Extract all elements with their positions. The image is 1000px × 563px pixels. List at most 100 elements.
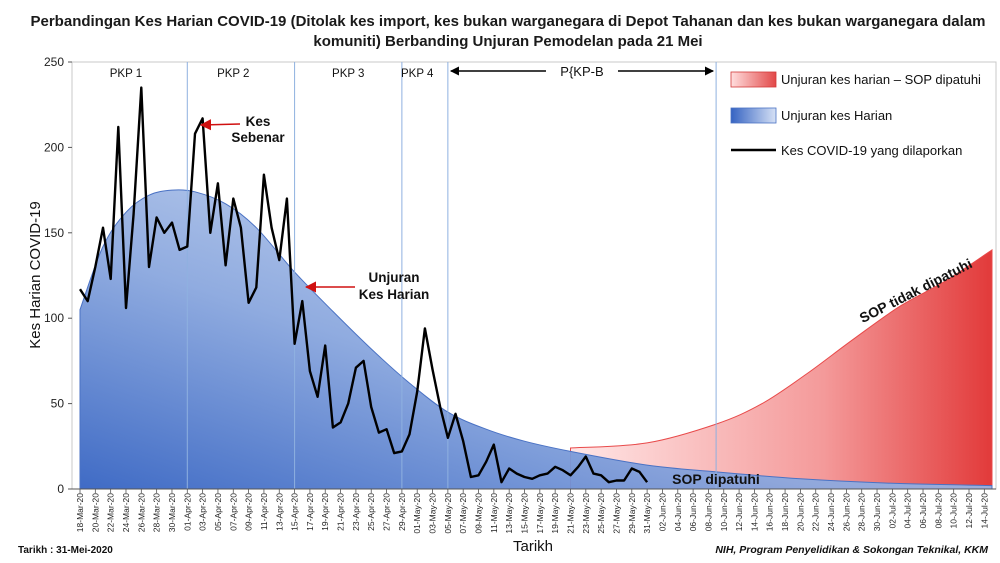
x-tick-label: 18-Mar-20 (75, 493, 85, 532)
x-axis-title: Tarikh (513, 538, 553, 555)
x-tick-label: 05-May-20 (443, 493, 453, 534)
x-tick-label: 03-May-20 (428, 493, 438, 534)
x-tick-label: 01-May-20 (412, 493, 422, 534)
x-tick-label: 17-May-20 (535, 493, 545, 534)
x-tick-label: 12-Jun-20 (734, 493, 744, 532)
x-tick-label: 03-Apr-20 (198, 493, 208, 531)
x-tick-label: 14-Jun-20 (749, 493, 759, 532)
annotation-unjuran-line1: Unjuran (368, 270, 419, 285)
legend-label-black: Kes COVID-19 yang dilaporkan (781, 143, 962, 158)
x-tick-label: 06-Jul-20 (918, 493, 928, 529)
x-tick-label: 21-Apr-20 (336, 493, 346, 531)
x-tick-label: 29-Apr-20 (397, 493, 407, 531)
x-tick-label: 26-Mar-20 (136, 493, 146, 532)
x-tick-label: 15-Apr-20 (290, 493, 300, 531)
x-tick-label: 19-May-20 (550, 493, 560, 534)
chart-title-line-1: Perbandingan Kes Harian COVID-19 (Ditola… (31, 13, 986, 30)
x-tick-label: 13-May-20 (504, 493, 514, 534)
phase-label-pkp2: PKP 2 (217, 68, 249, 80)
x-tick-label: 14-Jul-20 (979, 493, 989, 529)
x-tick-label: 28-Mar-20 (152, 493, 162, 532)
footer-date: Tarikh : 31-Mei-2020 (18, 545, 113, 556)
x-tick-label: 13-Apr-20 (274, 493, 284, 531)
x-tick-label: 11-Apr-20 (259, 493, 269, 530)
phase-divider-lines (186, 62, 717, 489)
chart-title-line-2: komuniti) Berbanding Unjuran Pemodelan p… (313, 33, 702, 50)
footer-source: NIH, Program Penyelidikan & Sokongan Tek… (715, 544, 988, 556)
x-tick-label: 20-Jun-20 (795, 493, 805, 532)
annotation-sop-dipatuhi: SOP dipatuhi (672, 471, 760, 487)
y-tick-label: 200 (44, 140, 64, 154)
x-tick-label: 15-May-20 (520, 493, 530, 534)
x-tick-label: 06-Jun-20 (688, 493, 698, 532)
y-tick-label: 50 (51, 397, 65, 411)
x-tick-label: 25-May-20 (596, 493, 606, 534)
x-tick-label: 07-Apr-20 (228, 493, 238, 531)
legend: Unjuran kes harian – SOP dipatuhi Unjura… (730, 71, 981, 158)
x-tick-label: 22-Mar-20 (106, 493, 116, 532)
annotation-kes-sebenar-line1: Kes (246, 114, 271, 129)
x-tick-label: 23-May-20 (581, 493, 591, 534)
x-tick-label: 20-Mar-20 (90, 493, 100, 532)
x-tick-label: 24-Jun-20 (826, 493, 836, 532)
x-tick-label: 11-May-20 (489, 493, 499, 533)
y-tick-label: 100 (44, 311, 64, 325)
x-tick-label: 27-May-20 (611, 493, 621, 534)
phase-label-pkp4: PKP 4 (401, 68, 434, 80)
x-tick-label: 16-Jun-20 (765, 493, 775, 532)
annotation-arrow-kes-sebenar (199, 119, 241, 131)
x-tick-label: 21-May-20 (565, 493, 575, 534)
annotation-unjuran-line2: Kes Harian (359, 287, 430, 302)
x-axis: 18-Mar-20 20-Mar-20 22-Mar-20 24-Mar-20 26-M… (75, 489, 989, 534)
x-tick-label: 30-Mar-20 (167, 493, 177, 532)
legend-label-red: Unjuran kes harian – SOP dipatuhi (781, 72, 981, 87)
x-tick-label: 10-Jun-20 (719, 493, 729, 532)
x-tick-label: 04-Jul-20 (903, 493, 913, 529)
x-tick-label: 28-Jun-20 (857, 493, 867, 532)
y-tick-label: 150 (44, 226, 64, 240)
x-tick-label: 27-Apr-20 (382, 493, 392, 531)
y-tick-label: 0 (57, 482, 64, 496)
x-tick-label: 01-Apr-20 (182, 493, 192, 531)
x-tick-label: 25-Apr-20 (366, 493, 376, 531)
series-area-blue (79, 189, 993, 490)
x-tick-label: 18-Jun-20 (780, 493, 790, 532)
x-tick-label: 02-Jun-20 (657, 493, 667, 532)
series-area-sop-dipatuhi (570, 248, 993, 490)
phase-label-pkp3: PKP 3 (332, 68, 364, 80)
phase-pkpb: P{KP-B (449, 64, 715, 79)
legend-swatch-red (730, 71, 777, 88)
x-tick-label: 22-Jun-20 (811, 493, 821, 532)
x-tick-label: 04-Jun-20 (673, 493, 683, 532)
y-axis: 0 50 100 150 200 250 (44, 55, 72, 496)
x-tick-label: 23-Apr-20 (351, 493, 361, 531)
x-tick-label: 09-Apr-20 (244, 493, 254, 531)
phase-labels: PKP 1 PKP 2 PKP 3 PKP 4 (110, 68, 434, 80)
series-area-unjuran (79, 189, 993, 490)
annotation-kes-sebenar-line2: Sebenar (231, 130, 285, 145)
y-axis-title: Kes Harian COVID-19 (27, 201, 44, 349)
legend-swatch-blue (730, 107, 777, 124)
phase-label-pkpb: P{KP-B (560, 64, 603, 79)
x-tick-label: 05-Apr-20 (213, 493, 223, 531)
phase-label-pkp1: PKP 1 (110, 68, 142, 80)
x-tick-label: 24-Mar-20 (121, 493, 131, 532)
x-tick-label: 30-Jun-20 (872, 493, 882, 532)
x-tick-label: 19-Apr-20 (320, 493, 330, 531)
legend-label-blue: Unjuran kes Harian (781, 108, 892, 123)
y-tick-label: 250 (44, 55, 64, 69)
x-tick-label: 08-Jul-20 (933, 493, 943, 529)
x-tick-label: 08-Jun-20 (703, 493, 713, 532)
x-tick-label: 31-May-20 (642, 493, 652, 534)
series-area-red (570, 248, 993, 490)
x-tick-label: 10-Jul-20 (949, 493, 959, 529)
x-tick-label: 17-Apr-20 (305, 493, 315, 531)
x-tick-label: 02-Jul-20 (887, 493, 897, 529)
x-tick-label: 29-May-20 (627, 493, 637, 534)
x-tick-label: 09-May-20 (474, 493, 484, 534)
x-tick-label: 12-Jul-20 (964, 493, 974, 529)
x-tick-label: 26-Jun-20 (841, 493, 851, 532)
series-line-reported (78, 86, 649, 484)
x-tick-label: 07-May-20 (458, 493, 468, 534)
